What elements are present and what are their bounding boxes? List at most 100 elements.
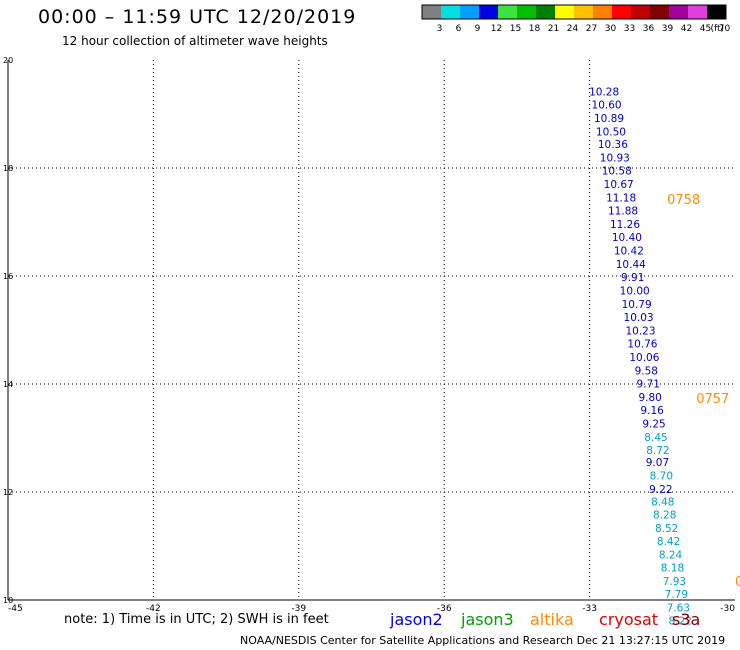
color-bin-70 <box>707 5 726 19</box>
data-label-jason2: 10.50 <box>596 126 626 138</box>
data-label-jason2: 10.89 <box>594 113 624 125</box>
data-label-jason2: 9.80 <box>638 392 661 404</box>
color-bin-label: 33 <box>624 24 635 34</box>
plot-subtitle: 12 hour collection of altimeter wave hei… <box>62 34 328 48</box>
data-label-jason3: 8.24 <box>659 550 683 562</box>
data-label-jason2: 9.07 <box>646 457 669 469</box>
data-label-jason2: 9.16 <box>640 405 664 417</box>
credit-line: NOAA/NESDIS Center for Satellite Applica… <box>240 634 726 647</box>
color-bin-36 <box>631 5 650 19</box>
color-bin-label: 6 <box>456 24 462 34</box>
data-label-jason2: 11.26 <box>610 219 640 231</box>
legend-altika: altika <box>530 610 574 629</box>
color-bin-30 <box>593 5 612 19</box>
data-label-jason2: 9.58 <box>635 366 658 378</box>
data-label-jason2: 10.79 <box>622 299 652 311</box>
data-label-jason2: 10.93 <box>600 153 630 165</box>
color-bin-label: 45 <box>700 24 711 34</box>
color-bin-label: 21 <box>548 24 559 34</box>
color-bin-6 <box>441 5 460 19</box>
data-label-jason2: 10.00 <box>620 286 650 298</box>
legend-jason3: jason3 <box>461 610 514 629</box>
color-bin-45 <box>688 5 707 19</box>
color-scale-legend: 3 6 9 12 15 18 21 24 27 30 33 36 39 42 45 70(ft) <box>421 4 731 34</box>
x-tick-label: -45 <box>8 604 23 614</box>
data-label-jason3: 7.93 <box>663 576 686 588</box>
x-tick-label: -36 <box>437 604 452 614</box>
note-text: note: 1) Time is in UTC; 2) SWH is in fe… <box>64 612 329 627</box>
data-label-jason2: 10.28 <box>589 86 619 98</box>
color-bin-label: 9 <box>475 24 481 34</box>
color-bin-label: 12 <box>491 24 502 34</box>
legend-s3a: s3a <box>672 610 701 629</box>
color-bin-label: 30 <box>605 24 617 34</box>
data-label-jason3: 8.52 <box>655 523 678 535</box>
color-bin-27 <box>574 5 593 19</box>
data-label-jason2: 10.36 <box>598 139 628 151</box>
color-bin-9 <box>460 5 479 19</box>
data-label-jason3: 8.28 <box>653 510 676 522</box>
data-label-jason2: 10.44 <box>616 259 646 271</box>
plot-title: 00:00 – 11:59 UTC 12/20/2019 <box>38 6 357 28</box>
data-label-jason3: 8.22 <box>669 616 692 628</box>
data-label-jason3: 8.48 <box>651 497 674 509</box>
color-bin-label: 42 <box>681 24 692 34</box>
color-bin-label: 70 <box>719 24 731 34</box>
y-tick-label: 16 <box>3 272 13 281</box>
data-label-jason2: 9.25 <box>642 418 665 430</box>
color-bin-label: 18 <box>529 24 541 34</box>
color-scale-frame <box>421 4 727 20</box>
color-bin-label: 24 <box>567 24 579 34</box>
data-label-jason2: 10.58 <box>602 166 632 178</box>
color-bin-24 <box>555 5 574 19</box>
time-annotation: 0758 <box>667 193 700 208</box>
data-label-jason2: 11.88 <box>608 206 638 218</box>
y-tick-label: 14 <box>3 380 13 389</box>
data-label-jason3: 7.79 <box>665 589 688 601</box>
data-label-jason2: 9.91 <box>621 272 644 284</box>
color-bin-12 <box>479 5 498 19</box>
y-tick-label: 12 <box>3 488 13 497</box>
data-label-jason2: 10.60 <box>592 99 622 111</box>
color-bin-label: 15 <box>510 24 521 34</box>
color-scale-unit: (ft) <box>710 24 724 34</box>
data-label-jason2: 10.76 <box>627 339 657 351</box>
legend-cryosat: cryosat <box>599 610 659 629</box>
data-label-jason2: 10.67 <box>604 179 634 191</box>
color-bin-42 <box>669 5 688 19</box>
color-bin-label: 36 <box>643 24 655 34</box>
data-label-jason2: 10.03 <box>624 312 654 324</box>
data-label-jason2: 10.40 <box>612 232 642 244</box>
data-label-jason3: 8.72 <box>646 445 669 457</box>
data-label-jason3: 7.63 <box>667 603 690 615</box>
data-label-jason3: 8.18 <box>661 563 684 575</box>
data-label-jason3: 8.70 <box>650 470 673 482</box>
color-bin-label: 39 <box>662 24 674 34</box>
color-bin-21 <box>536 5 555 19</box>
color-bin-label: 3 <box>437 24 443 34</box>
data-label-jason2: 9.22 <box>649 484 672 496</box>
data-label-jason3: 8.45 <box>644 432 667 444</box>
legend-jason2: jason2 <box>390 610 443 629</box>
data-label-jason2: 10.06 <box>629 352 659 364</box>
color-bin-39 <box>650 5 669 19</box>
time-annotation: 0756 <box>735 575 740 590</box>
x-tick-label: -33 <box>582 604 597 614</box>
color-bin-18 <box>517 5 536 19</box>
color-bin-label: 27 <box>586 24 597 34</box>
x-tick-label: -39 <box>291 604 306 614</box>
y-tick-label: 10 <box>3 596 13 605</box>
x-tick-label: -42 <box>146 604 161 614</box>
color-bin-3 <box>422 5 441 19</box>
time-annotation: 0757 <box>696 392 729 407</box>
data-label-jason2: 9.71 <box>637 378 660 390</box>
data-label-jason3: 8.42 <box>657 536 680 548</box>
data-label-jason2: 10.23 <box>625 326 655 338</box>
y-tick-label: 18 <box>3 164 13 173</box>
color-bin-15 <box>498 5 517 19</box>
data-label-jason2: 11.18 <box>606 193 636 205</box>
data-label-jason2: 10.42 <box>614 246 644 258</box>
x-tick-label: -30 <box>720 604 735 614</box>
color-bin-33 <box>612 5 631 19</box>
